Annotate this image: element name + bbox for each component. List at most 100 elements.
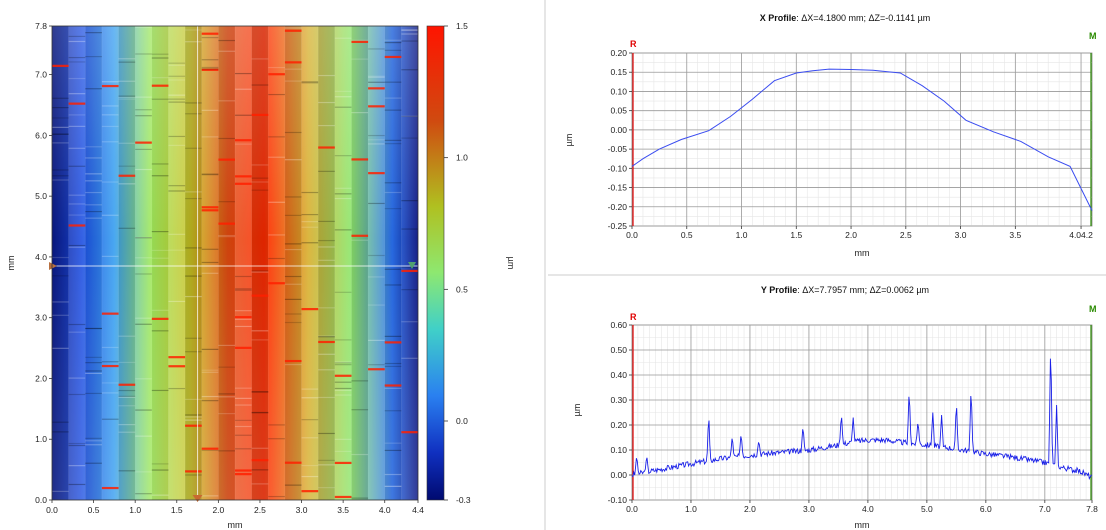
heatmap-streak: [384, 49, 402, 51]
heatmap-streak: [201, 449, 219, 452]
heatmap-streak: [201, 447, 219, 450]
heatmap-streak: [118, 383, 136, 386]
y-profile-y-tick-label: 0.50: [610, 345, 627, 355]
y-profile-x-tick-label: 5.0: [921, 504, 933, 514]
x-profile-grid: [631, 52, 1093, 227]
heatmap-streak: [334, 364, 352, 366]
heatmap-streak: [235, 72, 252, 75]
heatmap-streak: [135, 26, 152, 28]
heatmap-streak: [251, 113, 269, 117]
heatmap-streak: [334, 361, 352, 363]
heatmap-streak: [251, 411, 269, 414]
heatmap-streak: [384, 55, 402, 59]
heatmap-streak: [384, 109, 402, 111]
heatmap-streak: [284, 298, 302, 300]
heatmap-streak: [235, 469, 252, 472]
heatmap-streak: [384, 81, 402, 83]
heatmap-streak: [368, 202, 385, 205]
heatmap-streak: [318, 246, 335, 248]
heatmap-streak: [334, 197, 352, 200]
heatmap-streak: [68, 35, 86, 38]
heatmap-streak: [384, 442, 402, 444]
heatmap-streak: [218, 413, 235, 415]
heatmap-streak: [68, 77, 86, 80]
heatmap-streak: [318, 459, 335, 461]
heatmap-streak: [235, 318, 252, 320]
y-profile-x-tick-label: 7.8: [1086, 504, 1098, 514]
heatmap-column-band: [168, 26, 186, 500]
heatmap-streak: [52, 107, 69, 109]
cursor-y-handle-left[interactable]: [49, 262, 57, 271]
heatmap-streak: [101, 312, 119, 315]
heatmap-streak: [135, 236, 152, 239]
heatmap-streak: [168, 101, 186, 103]
y-profile-x-ticks: 0.0 1.0 2.0 3.0 4.0 5.0 6.0 7.0 7.8: [626, 500, 1098, 514]
y-profile-y-tick-label: 0.60: [610, 320, 627, 330]
cursor-x-handle[interactable]: [192, 495, 203, 502]
heatmap-column-band: [384, 26, 402, 500]
heatmap-streak: [251, 391, 269, 393]
heatmap-streak: [85, 462, 102, 464]
heatmap-column-band: [151, 26, 169, 500]
heatmap-streak: [185, 113, 202, 115]
heatmap-streak: [401, 115, 418, 118]
heatmap-streak: [118, 80, 136, 82]
heatmap-streak: [284, 196, 302, 198]
heatmap-streak: [301, 226, 319, 228]
heatmap-streak: [401, 266, 418, 268]
heatmap-streak: [368, 105, 385, 108]
heatmap-streak: [401, 357, 418, 359]
heatmap-column-band: [201, 26, 219, 500]
heatmap-streak: [351, 39, 369, 41]
heatmap-streak: [284, 461, 302, 464]
heatmap-streak: [68, 165, 86, 167]
colorbar-tick-label: 0.0: [456, 416, 468, 426]
heatmap-streak: [101, 382, 119, 384]
y-profile-marker-r: R: [630, 312, 637, 322]
heatmap-streak: [168, 233, 186, 235]
heatmap-streak: [68, 40, 86, 43]
heatmap-x-tick-label: 2.0: [212, 505, 224, 515]
heatmap-streak: [401, 69, 418, 71]
heatmap-streak: [301, 437, 319, 439]
heatmap-streak: [201, 395, 219, 398]
heatmap-streak: [284, 359, 302, 363]
colorbar-tick-label: -0.3: [456, 495, 471, 505]
heatmap-streak: [268, 438, 285, 440]
y-profile-series-line: [631, 358, 1092, 480]
heatmap-streak: [85, 372, 102, 375]
cursor-y-handle-right[interactable]: [408, 262, 416, 270]
heatmap-streak: [201, 400, 219, 402]
heatmap-streak: [235, 289, 252, 291]
heatmap-streak: [235, 316, 252, 319]
heatmap-streak: [101, 114, 119, 116]
heatmap-streak: [201, 206, 219, 209]
heatmap-streak: [235, 275, 252, 278]
heatmap-streak: [118, 165, 136, 167]
heatmap-streak: [85, 180, 102, 182]
heatmap-streak: [334, 387, 352, 390]
heatmap-streak: [151, 230, 169, 233]
x-profile-y-tick-label: 0.00: [610, 125, 627, 135]
heatmap-streak: [384, 473, 402, 476]
heatmap-streak: [85, 370, 102, 372]
heatmap-streak: [118, 95, 136, 97]
heatmap-streak: [401, 431, 418, 434]
heatmap-streak: [334, 374, 352, 377]
heatmap-streak: [384, 449, 402, 452]
heatmap-streak: [101, 364, 119, 368]
heatmap-streak: [235, 139, 252, 142]
x-profile-y-tick-label: -0.25: [608, 221, 628, 231]
heatmap-streak: [334, 394, 352, 396]
x-profile-y-tick-label: 0.05: [610, 106, 627, 116]
heatmap-streak: [368, 75, 385, 77]
x-profile-marker-r: R: [630, 39, 637, 49]
heatmap-streak: [318, 487, 335, 489]
heatmap-streak: [85, 173, 102, 175]
heatmap-streak: [268, 495, 285, 498]
heatmap-cursor[interactable]: [49, 26, 418, 502]
heatmap-streak: [301, 490, 319, 493]
heatmap-streak: [185, 474, 202, 476]
heatmap-streak: [401, 137, 418, 139]
heatmap-streak: [68, 114, 86, 116]
